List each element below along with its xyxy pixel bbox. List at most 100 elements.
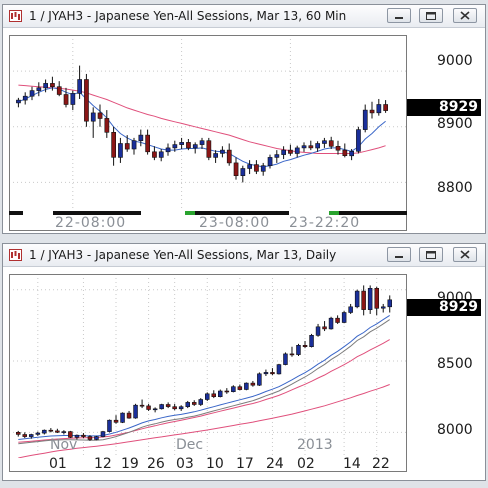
hourly-chart-window[interactable]: 1 / JYAH3 - Japanese Yen-All Sessions, M… bbox=[2, 4, 486, 234]
restore-button[interactable] bbox=[419, 8, 443, 23]
candle bbox=[56, 81, 62, 97]
candle bbox=[260, 162, 266, 176]
candle bbox=[165, 402, 171, 409]
candle bbox=[376, 98, 382, 116]
candle bbox=[274, 150, 280, 163]
candle bbox=[349, 149, 355, 161]
candle bbox=[77, 65, 82, 99]
candle bbox=[294, 145, 300, 158]
candle bbox=[70, 90, 76, 111]
candle bbox=[356, 126, 361, 154]
candle-body bbox=[267, 157, 273, 167]
candle-body bbox=[172, 406, 177, 410]
candle bbox=[309, 333, 314, 348]
daily-chart-window[interactable]: 1 / JYAH3 - Japanese Yen-All Sessions, M… bbox=[2, 243, 486, 481]
date-tick-label: 22-08:00 bbox=[55, 215, 127, 231]
candle-body bbox=[263, 372, 269, 375]
candle bbox=[301, 142, 307, 152]
candle-body bbox=[383, 104, 389, 111]
candle bbox=[267, 154, 273, 169]
candle-body bbox=[113, 419, 119, 423]
candle-body bbox=[335, 146, 341, 151]
candle bbox=[172, 403, 177, 411]
candle-body bbox=[100, 431, 106, 437]
minimize-button[interactable] bbox=[387, 247, 411, 262]
candle-body bbox=[87, 436, 93, 440]
candle-body bbox=[348, 306, 353, 313]
candle-body bbox=[198, 399, 204, 405]
candle bbox=[361, 285, 366, 316]
candle bbox=[42, 429, 47, 435]
minimize-icon bbox=[395, 17, 403, 19]
candle-body bbox=[42, 429, 47, 434]
candle bbox=[55, 428, 60, 434]
candle bbox=[342, 143, 348, 158]
candle-body bbox=[146, 405, 151, 410]
candle-body bbox=[36, 87, 42, 91]
fast-moving-average-line bbox=[18, 314, 390, 440]
candle-body bbox=[165, 147, 171, 153]
day-tick-label: 19 bbox=[121, 456, 139, 472]
session-bar bbox=[9, 211, 407, 215]
candle-body bbox=[231, 386, 236, 392]
chart-window-icon bbox=[9, 249, 22, 261]
month-tick-label: 2013 bbox=[297, 437, 333, 453]
candle bbox=[158, 149, 164, 162]
day-tick-label: 10 bbox=[206, 456, 224, 472]
price-tick-label: 9000 bbox=[437, 53, 473, 69]
minimize-button[interactable] bbox=[387, 8, 411, 23]
close-button[interactable] bbox=[453, 8, 477, 23]
title-bar[interactable]: 1 / JYAH3 - Japanese Yen-All Sessions, M… bbox=[3, 5, 485, 28]
candle bbox=[211, 390, 217, 399]
candle bbox=[35, 431, 41, 436]
candle-body bbox=[104, 118, 110, 133]
candle bbox=[220, 146, 225, 158]
candle-body bbox=[274, 154, 280, 158]
candle-body bbox=[111, 132, 116, 158]
price-plot-area[interactable] bbox=[9, 35, 407, 213]
window-title: 1 / JYAH3 - Japanese Yen-All Sessions, M… bbox=[29, 248, 337, 262]
candle bbox=[81, 433, 86, 439]
candle-body bbox=[349, 151, 355, 157]
candle-body bbox=[74, 434, 80, 438]
candle-body bbox=[205, 393, 210, 400]
candle-body bbox=[192, 402, 197, 405]
candle bbox=[50, 76, 55, 91]
candle bbox=[348, 303, 353, 314]
candle bbox=[87, 435, 93, 441]
candle bbox=[152, 146, 157, 161]
candle-body bbox=[126, 412, 132, 419]
candle-body bbox=[199, 140, 205, 145]
candle-body bbox=[16, 432, 21, 435]
candle-body bbox=[84, 79, 89, 122]
candle bbox=[63, 87, 69, 108]
candle bbox=[322, 137, 327, 148]
close-icon bbox=[460, 11, 470, 20]
candle bbox=[185, 400, 191, 409]
candle-body bbox=[233, 162, 239, 177]
last-price-marker: 8929 bbox=[407, 99, 481, 116]
date-tick-label: 23-22:20 bbox=[289, 215, 361, 231]
month-tick-label: Nov bbox=[50, 437, 78, 453]
candle-body bbox=[260, 165, 266, 172]
price-tick-label: 8500 bbox=[437, 356, 473, 372]
candle bbox=[152, 407, 158, 413]
candle-body bbox=[29, 90, 35, 97]
day-tick-label: 24 bbox=[266, 456, 284, 472]
candle bbox=[247, 160, 253, 175]
candle bbox=[380, 303, 386, 313]
candle bbox=[165, 143, 171, 156]
candle bbox=[213, 150, 219, 163]
price-plot-area[interactable] bbox=[9, 274, 407, 459]
long-moving-average-line bbox=[18, 384, 390, 459]
close-button[interactable] bbox=[453, 247, 477, 262]
candle-body bbox=[94, 436, 99, 440]
candle-body bbox=[218, 390, 223, 397]
close-icon bbox=[460, 250, 470, 259]
restore-button[interactable] bbox=[419, 247, 443, 262]
candle-body bbox=[376, 104, 382, 114]
candle-body bbox=[224, 390, 230, 393]
candle bbox=[308, 140, 314, 151]
title-bar[interactable]: 1 / JYAH3 - Japanese Yen-All Sessions, M… bbox=[3, 244, 485, 267]
candlestick-chart bbox=[9, 274, 407, 459]
